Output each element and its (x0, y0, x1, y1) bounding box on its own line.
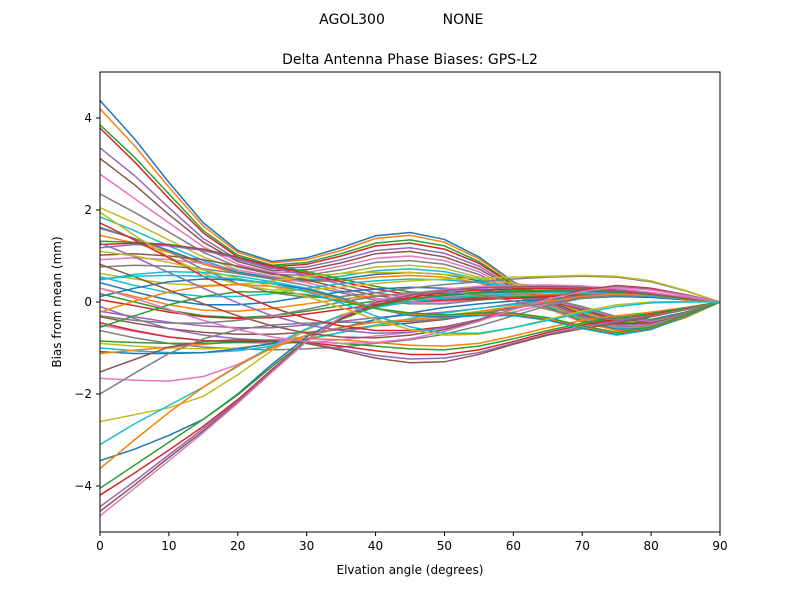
x-axis: 0 10 20 30 40 50 60 70 80 90 (96, 532, 728, 553)
plot-area (99, 71, 721, 533)
x-tick-label: 30 (299, 539, 314, 553)
x-tick-label: 40 (368, 539, 383, 553)
series-line-s10 (100, 216, 720, 330)
series-line-s50 (100, 270, 720, 336)
x-tick-label: 60 (506, 539, 521, 553)
series-line-s42 (100, 293, 720, 470)
x-tick-label: 70 (575, 539, 590, 553)
series-line-s35 (100, 301, 720, 360)
series-line-s39 (100, 291, 720, 423)
series-line-s05 (100, 147, 720, 326)
series-line-s59 (100, 250, 720, 336)
series-line-s57 (100, 286, 720, 345)
series-line-s60 (100, 274, 720, 335)
x-tick-label: 80 (643, 539, 658, 553)
x-tick-label: 90 (712, 539, 727, 553)
chart-title: Delta Antenna Phase Biases: GPS-L2 (282, 52, 538, 68)
series-line-s04 (100, 127, 720, 325)
y-tick-label: 4 (84, 111, 92, 125)
y-tick-label: 2 (84, 203, 92, 217)
suptitle-radome: NONE (443, 12, 484, 28)
series-line-s07 (100, 173, 720, 328)
y-tick-label: 0 (84, 295, 92, 309)
series-line-s45 (100, 286, 720, 508)
series-line-s08 (100, 193, 720, 329)
x-axis-label: Elvation angle (degrees) (337, 563, 484, 577)
suptitle-antenna: AGOL300 (319, 12, 385, 28)
series-line-s58 (100, 291, 720, 324)
series-line-s18 (100, 264, 720, 322)
series-line-s53 (100, 291, 720, 334)
series-line-s51 (100, 278, 720, 335)
series-line-s33 (100, 301, 720, 351)
series-line-s47 (100, 284, 720, 517)
x-tick-label: 10 (161, 539, 176, 553)
x-tick-label: 0 (96, 539, 104, 553)
y-tick-label: −4 (74, 479, 92, 493)
series-line-s32 (100, 301, 720, 355)
series-line-s01 (100, 100, 720, 322)
series-line-s38 (100, 294, 720, 395)
series-line-s12 (100, 234, 720, 332)
series-line-s52 (100, 283, 720, 335)
series-line-s43 (100, 289, 720, 489)
y-axis: −4 −2 0 2 4 (74, 111, 100, 493)
series-line-s49 (100, 211, 720, 303)
series-layer (100, 100, 720, 517)
y-axis-label: Bias from mean (mm) (50, 236, 64, 367)
series-line-s36 (100, 301, 720, 373)
x-tick-label: 20 (230, 539, 245, 553)
x-tick-label: 50 (437, 539, 452, 553)
y-tick-label: −2 (74, 387, 92, 401)
